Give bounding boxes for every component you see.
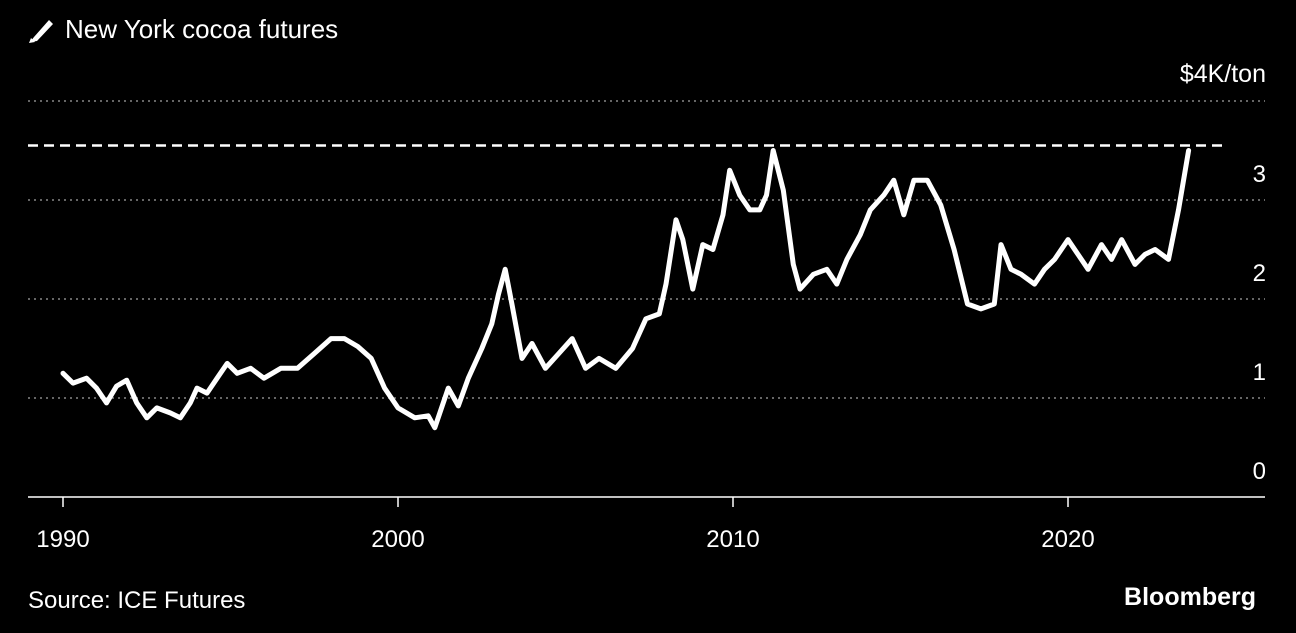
grid-lines <box>28 100 1265 399</box>
source-note: Source: ICE Futures <box>28 587 245 614</box>
y-tick-label-0: 0 <box>1253 458 1266 485</box>
series-group <box>60 148 1192 431</box>
y-tick-label-1: 1 <box>1253 359 1266 386</box>
x-axis-labels: 1990 2000 2010 2020 <box>36 526 1094 553</box>
y-unit-label: $4K/ton <box>1180 60 1266 88</box>
y-axis-labels: 3 2 1 0 <box>1253 161 1266 485</box>
pencil-icon <box>29 20 53 43</box>
x-axis <box>28 496 1265 507</box>
x-tick-label-2010: 2010 <box>706 526 759 553</box>
y-tick-label-3: 3 <box>1253 161 1266 188</box>
chart-title: New York cocoa futures <box>65 14 338 44</box>
x-tick-label-2000: 2000 <box>371 526 424 553</box>
brand-logo: Bloomberg <box>1124 583 1256 611</box>
x-tick-label-1990: 1990 <box>36 526 89 553</box>
x-tick-label-2020: 2020 <box>1041 526 1094 553</box>
y-tick-label-2: 2 <box>1253 260 1266 287</box>
series-line-0 <box>60 148 1192 431</box>
